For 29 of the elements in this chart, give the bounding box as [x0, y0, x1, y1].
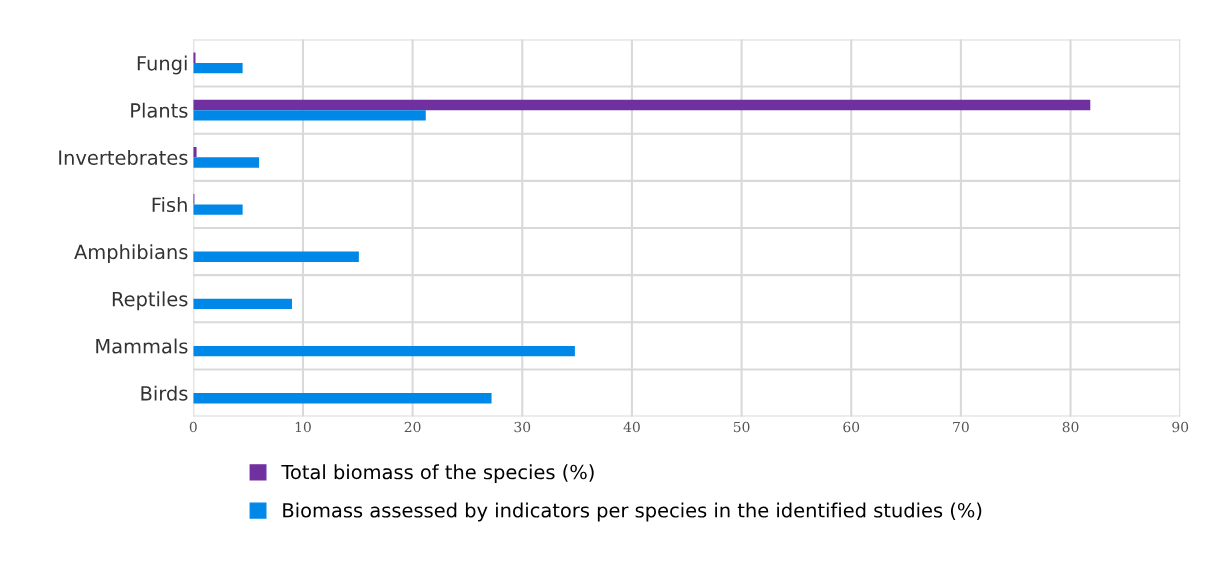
y-tick-label: Amphibians: [74, 244, 188, 264]
bar: [193, 345, 575, 357]
x-tick-label: 60: [843, 421, 860, 433]
x-tick-label: 0: [189, 421, 197, 433]
bar: [193, 99, 1091, 111]
x-tick-label: 30: [514, 421, 531, 433]
y-tick-label: Plants: [131, 102, 188, 118]
bar: [193, 157, 260, 168]
x-tick-label: 10: [295, 421, 311, 433]
bar: [193, 62, 243, 74]
legend-label: Biomass assessed by indicators per species in the identified studies (%): [283, 502, 982, 522]
bar: [193, 298, 292, 310]
x-tick-label: 20: [404, 421, 421, 433]
y-tick-label: Reptiles: [112, 291, 188, 311]
bar: [193, 393, 492, 404]
x-tick-label: 50: [733, 421, 750, 433]
y-tick-label: Mammals: [96, 338, 188, 354]
x-tick-label: 80: [1062, 421, 1079, 433]
bar: [193, 110, 426, 121]
y-tick-label: Invertebrates: [59, 149, 188, 165]
x-tick-label: 70: [953, 421, 969, 433]
x-tick-label: 40: [623, 421, 640, 433]
x-tick-label: 90: [1172, 421, 1189, 433]
y-tick-label: Birds: [141, 385, 188, 401]
y-tick-label: Fungi: [137, 55, 187, 75]
bar: [193, 204, 243, 215]
bar: [193, 251, 359, 262]
y-tick-label: Fish: [152, 197, 187, 213]
legend-label: Total biomass of the species (%): [281, 464, 594, 484]
